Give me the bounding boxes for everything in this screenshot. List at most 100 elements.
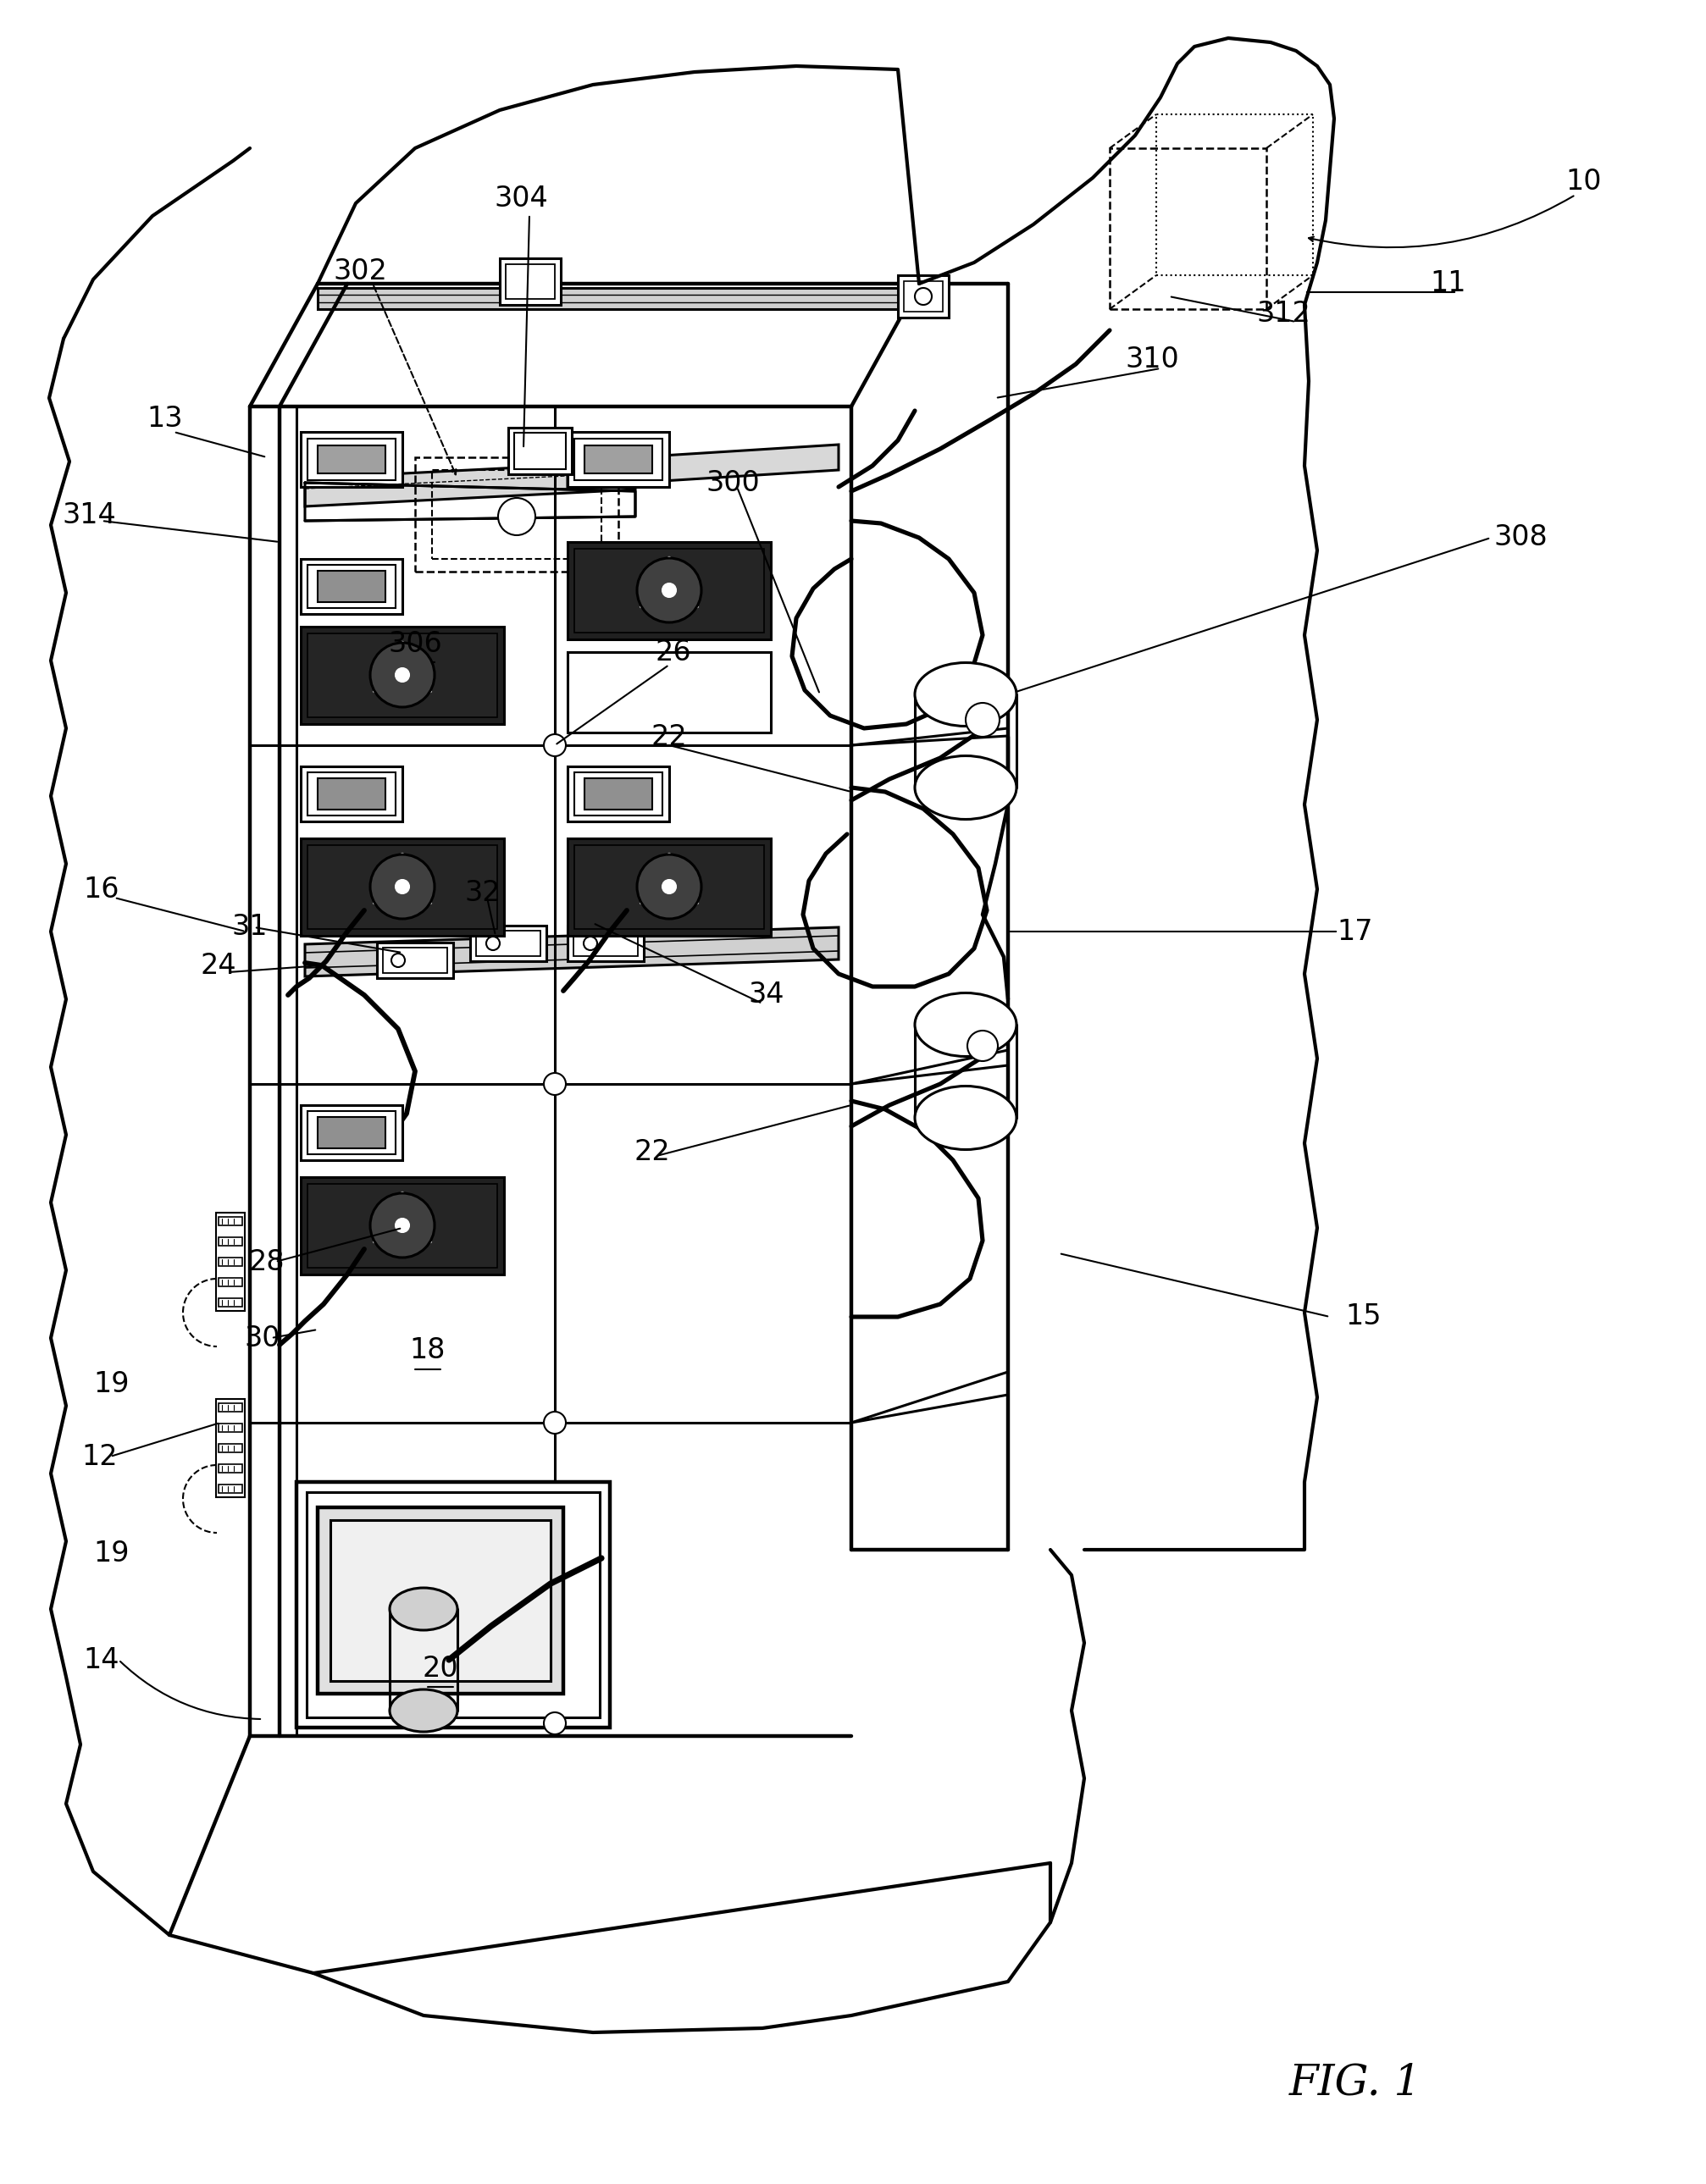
Ellipse shape bbox=[389, 1588, 457, 1629]
Text: 22: 22 bbox=[635, 1138, 670, 1166]
Circle shape bbox=[486, 937, 500, 950]
Circle shape bbox=[967, 1031, 998, 1061]
Bar bbox=[568, 926, 643, 961]
Text: 28: 28 bbox=[249, 1247, 285, 1275]
Text: 12: 12 bbox=[82, 1444, 118, 1470]
Polygon shape bbox=[305, 461, 635, 507]
Bar bbox=[307, 1492, 601, 1717]
Text: 26: 26 bbox=[655, 638, 691, 666]
Ellipse shape bbox=[914, 994, 1017, 1057]
Bar bbox=[317, 778, 386, 810]
Circle shape bbox=[391, 954, 404, 968]
Bar bbox=[382, 948, 447, 974]
Polygon shape bbox=[568, 446, 839, 487]
Circle shape bbox=[396, 1219, 409, 1232]
Bar bbox=[218, 1297, 242, 1306]
Bar bbox=[331, 1520, 551, 1682]
Text: 300: 300 bbox=[706, 470, 759, 496]
Bar bbox=[500, 258, 561, 306]
Bar bbox=[471, 926, 546, 961]
Text: 31: 31 bbox=[232, 913, 268, 941]
Bar bbox=[585, 446, 652, 474]
Text: 18: 18 bbox=[409, 1337, 445, 1365]
Bar bbox=[505, 264, 554, 299]
Text: 32: 32 bbox=[464, 880, 502, 906]
Text: 310: 310 bbox=[1124, 345, 1179, 373]
Text: 302: 302 bbox=[333, 258, 387, 284]
Bar bbox=[897, 275, 949, 317]
Bar bbox=[218, 1216, 242, 1225]
Bar bbox=[307, 1112, 396, 1153]
Bar bbox=[218, 1236, 242, 1245]
Bar bbox=[218, 1278, 242, 1286]
Circle shape bbox=[966, 703, 1000, 736]
Bar bbox=[575, 845, 764, 928]
Bar bbox=[568, 653, 771, 732]
Text: 312: 312 bbox=[1256, 299, 1310, 328]
Bar bbox=[217, 1212, 244, 1310]
Text: 30: 30 bbox=[244, 1324, 280, 1352]
Text: 17: 17 bbox=[1338, 917, 1373, 946]
Bar bbox=[585, 778, 652, 810]
Bar bbox=[300, 432, 403, 487]
Bar bbox=[300, 1105, 403, 1160]
Circle shape bbox=[914, 288, 931, 306]
Bar bbox=[218, 1402, 242, 1411]
Bar bbox=[317, 1116, 386, 1149]
Bar bbox=[514, 432, 566, 470]
Bar bbox=[300, 627, 503, 725]
Circle shape bbox=[636, 854, 701, 919]
Bar bbox=[575, 548, 764, 633]
Bar bbox=[575, 439, 662, 480]
Bar bbox=[307, 633, 496, 716]
Bar bbox=[568, 839, 771, 935]
Circle shape bbox=[396, 668, 409, 681]
Bar bbox=[218, 1424, 242, 1433]
Circle shape bbox=[662, 880, 676, 893]
Bar bbox=[307, 1184, 496, 1267]
Circle shape bbox=[544, 1712, 566, 1734]
Bar bbox=[317, 446, 386, 474]
Bar bbox=[307, 566, 396, 607]
Circle shape bbox=[662, 583, 676, 596]
Bar bbox=[377, 943, 454, 978]
Bar bbox=[415, 456, 618, 572]
Text: 13: 13 bbox=[147, 406, 183, 432]
Bar bbox=[218, 1444, 242, 1452]
Circle shape bbox=[370, 854, 435, 919]
Ellipse shape bbox=[389, 1690, 457, 1732]
Bar bbox=[300, 559, 403, 614]
Text: 20: 20 bbox=[423, 1653, 459, 1682]
Bar bbox=[1157, 114, 1314, 275]
Text: 16: 16 bbox=[84, 876, 119, 904]
Bar bbox=[297, 1483, 609, 1728]
Bar bbox=[575, 773, 662, 815]
Circle shape bbox=[370, 642, 435, 708]
Bar bbox=[317, 570, 386, 603]
Text: 34: 34 bbox=[749, 981, 785, 1009]
Text: 11: 11 bbox=[1431, 269, 1467, 297]
Bar bbox=[217, 1400, 244, 1498]
Bar bbox=[307, 773, 396, 815]
Text: 304: 304 bbox=[495, 186, 548, 214]
Text: 308: 308 bbox=[1493, 524, 1547, 553]
Circle shape bbox=[370, 1192, 435, 1258]
Text: 10: 10 bbox=[1566, 168, 1602, 197]
Ellipse shape bbox=[914, 1085, 1017, 1149]
Text: FIG. 1: FIG. 1 bbox=[1290, 2062, 1421, 2103]
Ellipse shape bbox=[914, 756, 1017, 819]
Bar bbox=[307, 845, 496, 928]
Bar bbox=[476, 930, 541, 957]
Text: 24: 24 bbox=[201, 952, 237, 978]
Bar bbox=[218, 1258, 242, 1267]
Circle shape bbox=[396, 880, 409, 893]
Bar bbox=[218, 1485, 242, 1494]
Bar bbox=[432, 470, 602, 559]
Bar bbox=[300, 1177, 503, 1275]
Bar bbox=[568, 542, 771, 640]
Text: 19: 19 bbox=[94, 1372, 130, 1398]
Circle shape bbox=[544, 1072, 566, 1094]
Bar bbox=[573, 930, 638, 957]
Text: 306: 306 bbox=[387, 629, 442, 657]
Circle shape bbox=[498, 498, 536, 535]
